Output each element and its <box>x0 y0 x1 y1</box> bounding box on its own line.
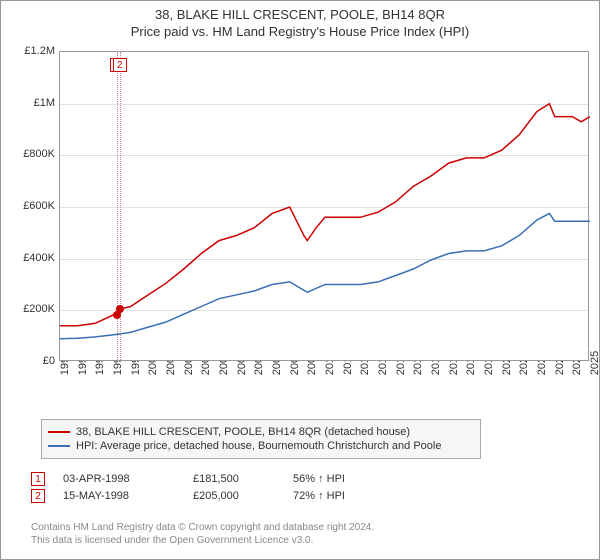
chart-card: 38, BLAKE HILL CRESCENT, POOLE, BH14 8QR… <box>0 0 600 560</box>
chart-subtitle: Price paid vs. HM Land Registry's House … <box>1 24 599 39</box>
line-chart-svg <box>60 52 590 362</box>
titles: 38, BLAKE HILL CRESCENT, POOLE, BH14 8QR… <box>1 1 599 39</box>
marker-date: 15-MAY-1998 <box>63 490 193 502</box>
legend: 38, BLAKE HILL CRESCENT, POOLE, BH14 8QR… <box>41 419 481 459</box>
marker-price: £181,500 <box>193 473 293 485</box>
marker-delta: 72% ↑ HPI <box>293 490 383 502</box>
legend-swatch <box>48 445 70 447</box>
marker-date: 03-APR-1998 <box>63 473 193 485</box>
chart-title: 38, BLAKE HILL CRESCENT, POOLE, BH14 8QR <box>1 7 599 22</box>
x-tick-label: 2025 <box>589 351 600 375</box>
plot-area: 12 <box>59 51 589 361</box>
marker-label: 2 <box>113 58 127 72</box>
attribution: Contains HM Land Registry data © Crown c… <box>31 521 374 547</box>
y-tick-label: £200K <box>11 303 55 315</box>
legend-row: HPI: Average price, detached house, Bour… <box>48 440 474 452</box>
marker-dot <box>116 305 124 313</box>
marker-index: 1 <box>31 472 45 486</box>
attribution-line: Contains HM Land Registry data © Crown c… <box>31 521 374 534</box>
series-line-hpi <box>60 214 590 339</box>
legend-row: 38, BLAKE HILL CRESCENT, POOLE, BH14 8QR… <box>48 426 474 438</box>
attribution-line: This data is licensed under the Open Gov… <box>31 534 374 547</box>
series-line-price_paid <box>60 104 590 326</box>
y-tick-label: £0 <box>11 355 55 367</box>
y-tick-label: £600K <box>11 200 55 212</box>
marker-delta: 56% ↑ HPI <box>293 473 383 485</box>
marker-index: 2 <box>31 489 45 503</box>
y-tick-label: £400K <box>11 252 55 264</box>
legend-label: HPI: Average price, detached house, Bour… <box>76 440 441 452</box>
y-tick-label: £800K <box>11 148 55 160</box>
marker-price: £205,000 <box>193 490 293 502</box>
marker-row: 1 03-APR-1998 £181,500 56% ↑ HPI <box>31 472 383 486</box>
y-tick-label: £1.2M <box>11 45 55 57</box>
marker-table: 1 03-APR-1998 £181,500 56% ↑ HPI 2 15-MA… <box>31 469 383 506</box>
legend-label: 38, BLAKE HILL CRESCENT, POOLE, BH14 8QR… <box>76 426 410 438</box>
y-tick-label: £1M <box>11 97 55 109</box>
marker-row: 2 15-MAY-1998 £205,000 72% ↑ HPI <box>31 489 383 503</box>
legend-swatch <box>48 431 70 433</box>
